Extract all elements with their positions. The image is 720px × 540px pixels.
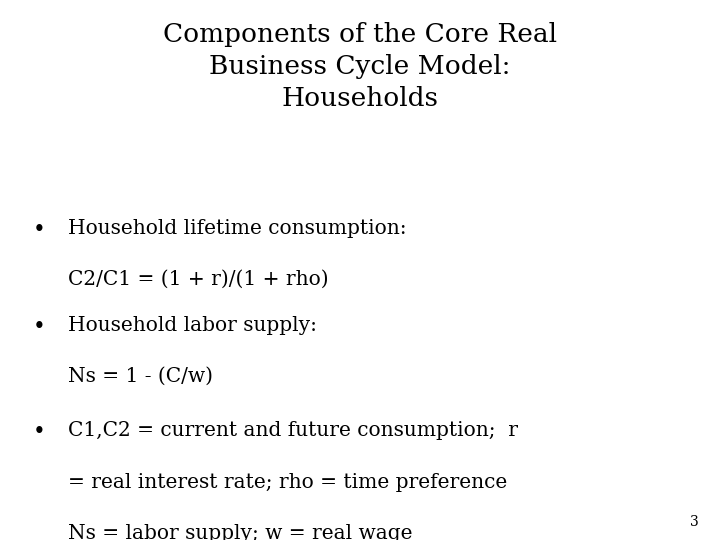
Text: = real interest rate; rho = time preference: = real interest rate; rho = time prefere… — [68, 472, 508, 491]
Text: C1,C2 = current and future consumption;  r: C1,C2 = current and future consumption; … — [68, 421, 518, 440]
Text: •: • — [33, 421, 46, 443]
Text: Ns = 1 - (C/w): Ns = 1 - (C/w) — [68, 367, 213, 386]
Text: Ns = labor supply; w = real wage: Ns = labor supply; w = real wage — [68, 524, 413, 540]
Text: Household lifetime consumption:: Household lifetime consumption: — [68, 219, 407, 238]
Text: Household labor supply:: Household labor supply: — [68, 316, 318, 335]
Text: 3: 3 — [690, 515, 698, 529]
Text: Components of the Core Real
Business Cycle Model:
Households: Components of the Core Real Business Cyc… — [163, 22, 557, 111]
Text: •: • — [33, 219, 46, 241]
Text: C2/C1 = (1 + r)/(1 + rho): C2/C1 = (1 + r)/(1 + rho) — [68, 270, 329, 289]
Text: •: • — [33, 316, 46, 338]
